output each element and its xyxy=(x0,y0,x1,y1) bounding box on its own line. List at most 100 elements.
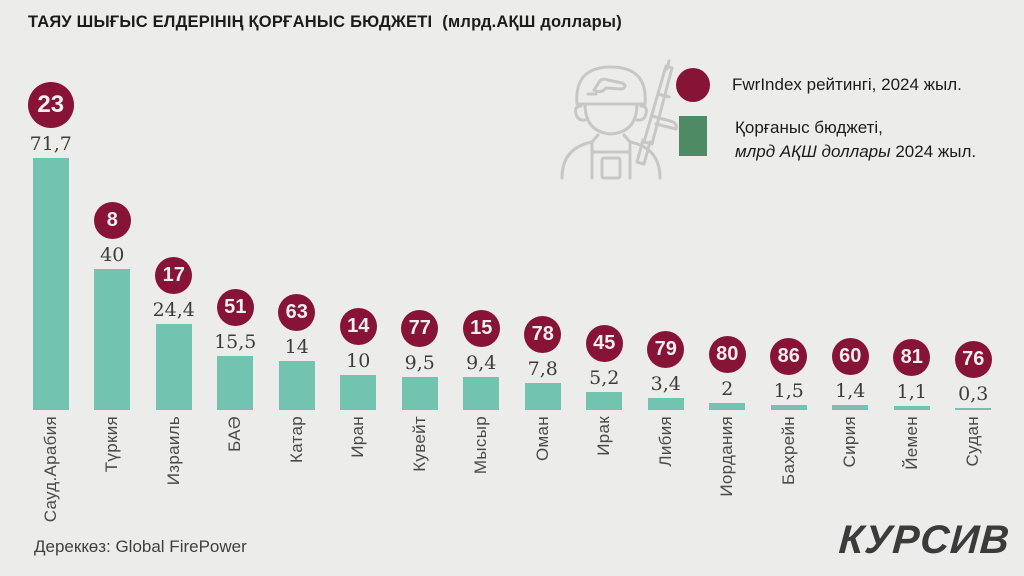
bar-column: 77 9,5 xyxy=(389,310,451,410)
budget-bar xyxy=(832,405,869,410)
bar-column: 78 7,8 xyxy=(512,316,574,410)
bar-column: 17 24,4 xyxy=(143,257,205,410)
bar-column: 8 40 xyxy=(82,202,144,410)
country-label: Сирия xyxy=(840,416,860,468)
rank-badge: 86 xyxy=(770,338,808,375)
rank-badge: 78 xyxy=(524,316,562,353)
budget-bar xyxy=(401,377,438,410)
rank-badge: 15 xyxy=(462,310,500,347)
bar-column: 81 1,1 xyxy=(881,339,943,410)
rank-badge: 76 xyxy=(954,341,992,378)
rank-badge: 8 xyxy=(93,202,131,239)
rank-badge: 81 xyxy=(893,339,931,376)
budget-value-label: 10 xyxy=(346,350,371,372)
budget-value-label: 0,3 xyxy=(958,383,989,405)
country-label: Йемен xyxy=(901,416,921,470)
country-label: Израиль xyxy=(163,416,183,486)
country-label: Катар xyxy=(286,416,306,463)
budget-bar xyxy=(463,377,500,410)
bar-column: 86 1,5 xyxy=(758,338,820,410)
budget-value-label: 40 xyxy=(100,244,125,266)
budget-value-label: 14 xyxy=(284,336,309,358)
budget-value-label: 7,8 xyxy=(527,358,558,380)
budget-value-label: 1,4 xyxy=(835,380,866,402)
category-label-cell: Бахрейн xyxy=(758,416,820,541)
budget-bar xyxy=(94,269,131,410)
country-label: Судан xyxy=(963,416,983,467)
rank-legend-label: FwrIndex рейтингі, 2024 жыл. xyxy=(732,75,962,94)
budget-legend-line2-italic: млрд АҚШ доллары xyxy=(735,142,891,161)
bar-column: 23 71,7 xyxy=(20,82,82,410)
budget-legend-line1: Қорғаныс бюджеті, xyxy=(735,118,883,137)
budget-value-label: 9,4 xyxy=(466,352,497,374)
budget-bar xyxy=(586,392,623,410)
rank-badge: 60 xyxy=(831,338,869,375)
budget-bar xyxy=(524,383,561,410)
country-label: БАӘ xyxy=(225,416,245,452)
budget-value-label: 2 xyxy=(721,378,734,400)
category-label-cell: Оман xyxy=(512,416,574,541)
bar-column: 76 0,3 xyxy=(943,341,1005,410)
legend-rank-row: FwrIndex рейтингі, 2024 жыл. xyxy=(676,68,1006,102)
country-label: Либия xyxy=(655,416,675,467)
source-credit: Дереккөз: Global FirePower xyxy=(34,537,247,556)
rank-badge: 23 xyxy=(27,82,74,128)
kursiv-logo: КУРСИВ xyxy=(837,518,1012,562)
legend-budget-row: Қорғаныс бюджеті, млрд АҚШ доллары 2024 … xyxy=(676,116,1006,164)
category-label-cell: Иран xyxy=(328,416,390,541)
budget-bar xyxy=(709,403,746,410)
bar-column: 60 1,4 xyxy=(820,338,882,410)
budget-legend-label: Қорғаныс бюджеті, млрд АҚШ доллары 2024 … xyxy=(735,116,976,164)
country-label: Мысыр xyxy=(471,416,491,475)
budget-bar xyxy=(217,356,254,410)
country-label: Кувейт xyxy=(409,416,429,472)
category-label-cell: Иордания xyxy=(697,416,759,541)
rank-badge: 80 xyxy=(708,336,746,373)
rank-badge: 45 xyxy=(585,325,623,362)
rank-legend-swatch xyxy=(676,68,710,102)
category-label-cell: Мысыр xyxy=(451,416,513,541)
rank-badge: 79 xyxy=(647,331,685,368)
rank-badge: 51 xyxy=(216,289,254,326)
soldier-icon xyxy=(560,59,678,180)
bar-chart: 23 71,7 8 40 17 24,4 51 15,5 63 14 14 10 77 9,5 15 9,4 7… xyxy=(20,60,1004,410)
budget-bar xyxy=(955,408,992,410)
budget-bar xyxy=(340,375,377,410)
budget-legend-line2-rest: 2024 жыл. xyxy=(890,142,977,161)
bar-column: 45 5,2 xyxy=(574,325,636,410)
budget-bar xyxy=(32,158,69,410)
budget-bar xyxy=(893,406,930,410)
category-label-cell: Кувейт xyxy=(389,416,451,541)
rank-badge: 17 xyxy=(155,257,193,294)
bar-column: 80 2 xyxy=(697,336,759,410)
bar-column: 15 9,4 xyxy=(451,310,513,410)
category-label-cell: Либия xyxy=(635,416,697,541)
budget-bar xyxy=(647,398,684,410)
bar-column: 51 15,5 xyxy=(205,289,267,410)
bar-column: 79 3,4 xyxy=(635,331,697,410)
budget-value-label: 1,5 xyxy=(773,380,804,402)
country-label: Иордания xyxy=(717,416,737,497)
category-label-cell: Израиль xyxy=(143,416,205,541)
country-label: Сауд.Арабия xyxy=(40,416,60,523)
chart-title-unit: (млрд.АҚШ доллары) xyxy=(442,13,622,31)
budget-bar xyxy=(770,405,807,410)
budget-legend-swatch xyxy=(679,116,707,156)
budget-value-label: 3,4 xyxy=(650,373,681,395)
bar-column: 14 10 xyxy=(328,308,390,410)
rank-badge: 14 xyxy=(339,308,377,345)
category-label-cell: БАӘ xyxy=(205,416,267,541)
category-label-cell: Катар xyxy=(266,416,328,541)
budget-value-label: 71,7 xyxy=(29,133,72,155)
budget-value-label: 5,2 xyxy=(589,367,620,389)
category-label-cell: Сауд.Арабия xyxy=(20,416,82,541)
country-label: Түркия xyxy=(102,416,122,473)
country-label: Ирак xyxy=(594,416,614,456)
budget-value-label: 24,4 xyxy=(152,299,195,321)
rank-badge: 63 xyxy=(278,294,316,331)
country-label: Иран xyxy=(348,416,368,458)
budget-value-label: 9,5 xyxy=(404,352,435,374)
chart-title: ТАЯУ ШЫҒЫС ЕЛДЕРІНІҢ ҚОРҒАНЫС БЮДЖЕТІ xyxy=(28,13,433,31)
country-label: Бахрейн xyxy=(778,416,798,486)
